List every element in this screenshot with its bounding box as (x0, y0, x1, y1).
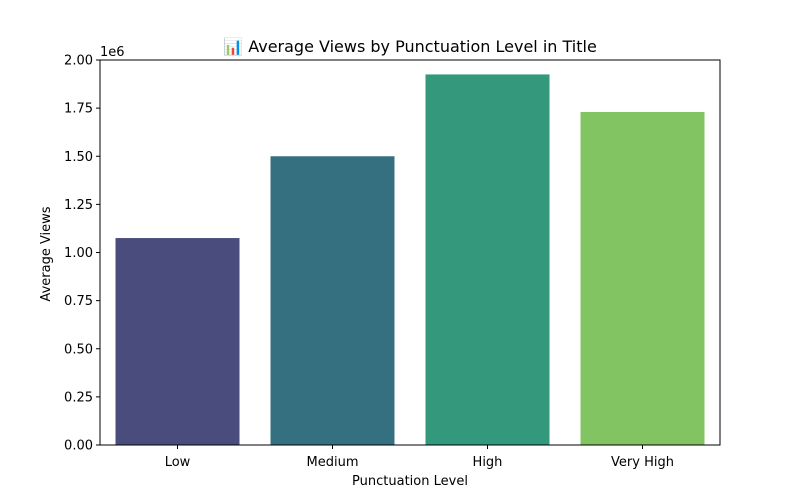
plot-area: 0.00 0.25 0.50 0.75 1.00 1.25 1.50 1.75 2.00 Low M… (64, 54, 721, 470)
x-tick-label-0: Low (165, 455, 191, 470)
chart-title: 📊 Average Views by Punctuation Level in … (223, 37, 597, 56)
x-tick-label-1: Medium (307, 455, 359, 470)
bar-very-high (580, 111, 705, 445)
y-axis-label: Average Views (39, 206, 54, 301)
y-tick-label-2: 0.50 (64, 342, 93, 357)
x-tick-label-2: High (473, 455, 503, 470)
bar-high (425, 74, 550, 445)
y-tick-label-3: 0.75 (64, 294, 93, 309)
y-tick-label-8: 2.00 (64, 54, 93, 69)
y-tick-label-0: 0.00 (64, 439, 93, 454)
y-tick-label-4: 1.00 (64, 246, 93, 261)
x-axis-label: Punctuation Level (352, 474, 468, 489)
bar-medium (270, 156, 395, 445)
y-tick-label-5: 1.25 (64, 198, 93, 213)
y-tick-label-7: 1.75 (64, 102, 93, 117)
y-axis-offset-label: 1e6 (100, 45, 125, 60)
y-tick-label-1: 0.25 (64, 390, 93, 405)
bar-low (115, 238, 240, 445)
y-tick-label-6: 1.50 (64, 150, 93, 165)
x-tick-label-3: Very High (611, 455, 674, 470)
